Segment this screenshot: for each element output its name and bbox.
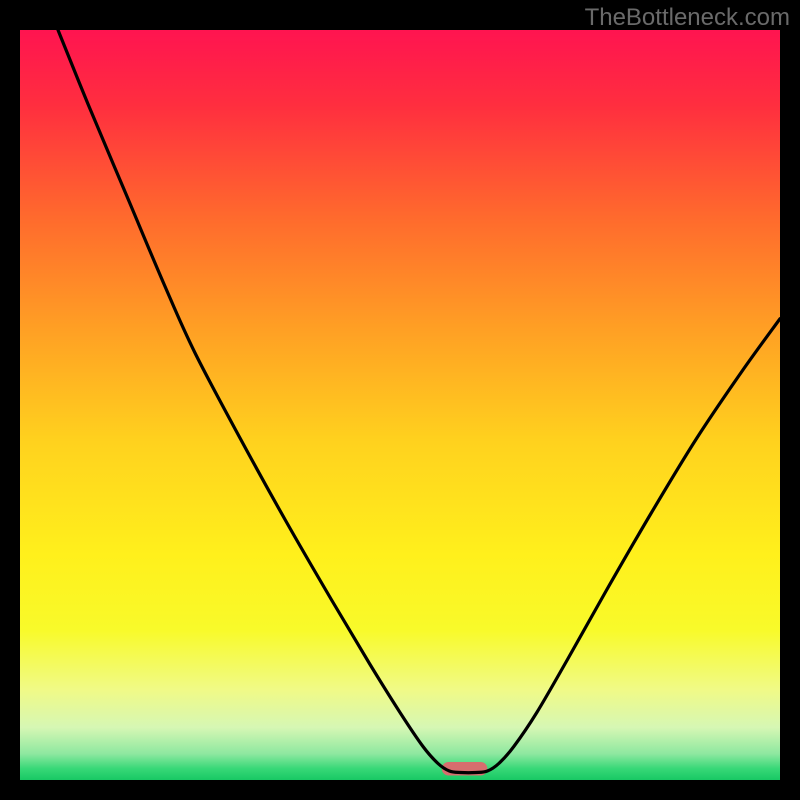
chart-svg [20, 30, 780, 780]
gradient-background [20, 30, 780, 780]
plot-area [20, 30, 780, 780]
watermark-text: TheBottleneck.com [585, 4, 790, 32]
chart-container: TheBottleneck.com [0, 0, 800, 800]
